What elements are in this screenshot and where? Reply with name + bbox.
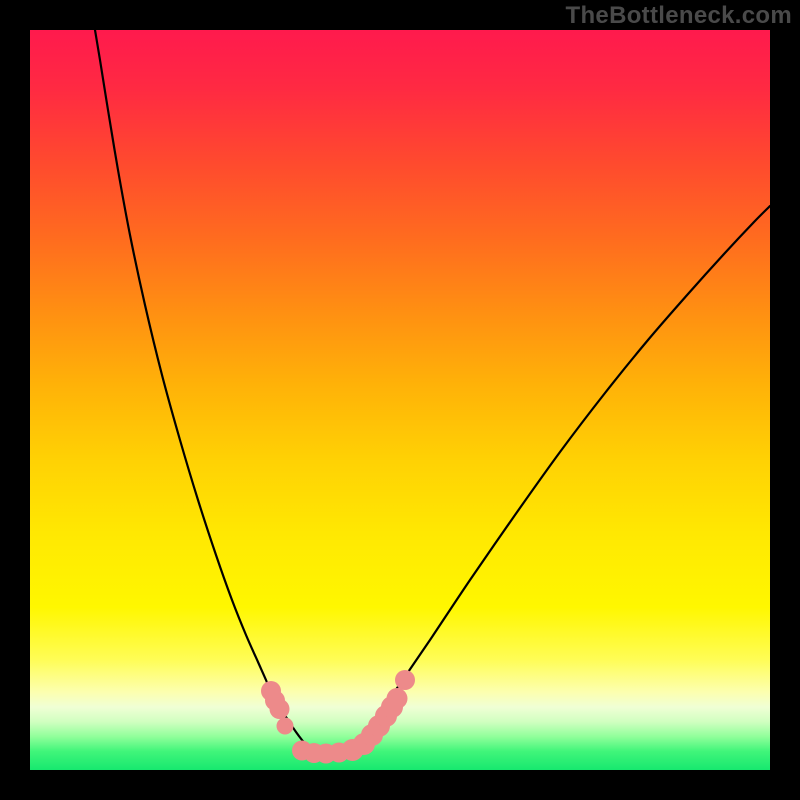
gradient-background [30,30,770,770]
data-dot [395,670,415,690]
frame-border-left [0,0,30,800]
bottleneck-chart [0,0,800,800]
attribution-text: TheBottleneck.com [566,2,792,30]
data-dot [277,718,294,735]
data-dot [270,699,290,719]
frame-border-right [770,0,800,800]
frame-border-bottom [0,770,800,800]
data-dot [387,688,408,709]
